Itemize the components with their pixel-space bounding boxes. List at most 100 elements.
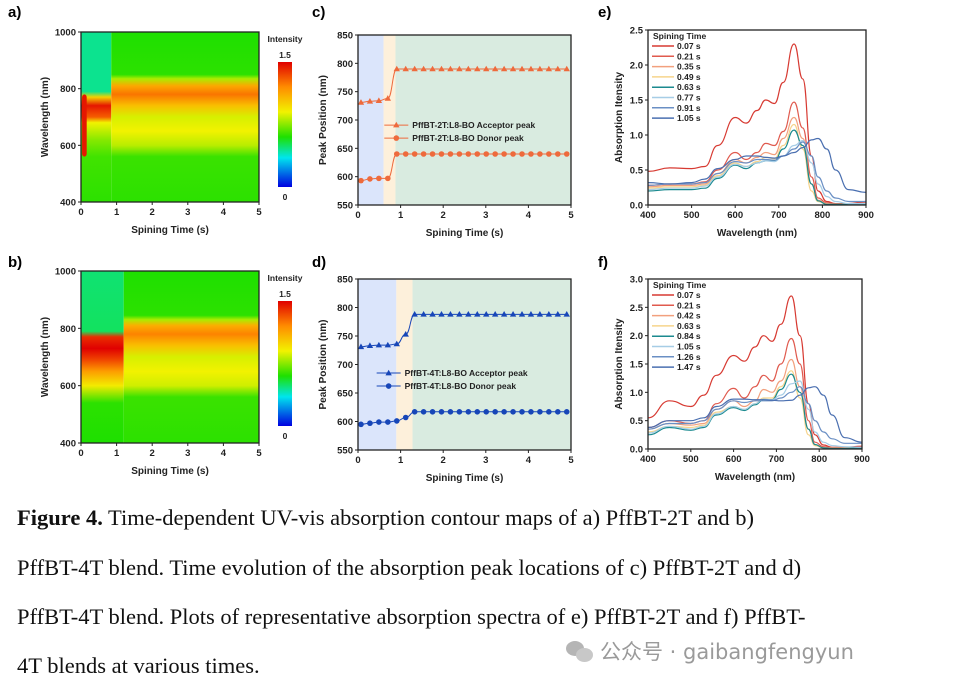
data-point: [537, 151, 543, 157]
data-point: [384, 95, 392, 101]
heatmap-region-late: [123, 271, 259, 443]
panel-label: b): [8, 254, 22, 271]
x-tick-label: 800: [811, 454, 827, 465]
data-point: [528, 151, 534, 157]
data-point: [393, 340, 400, 347]
x-tick-label: 1: [114, 207, 120, 218]
y-tick-label: 1000: [55, 28, 76, 39]
data-point: [358, 177, 364, 184]
legend-marker: [385, 369, 392, 376]
data-point: [492, 151, 498, 157]
colorbar-scale: [278, 62, 292, 187]
series-line: [647, 116, 867, 205]
y-tick-label: 650: [337, 144, 353, 155]
data-point: [376, 419, 382, 425]
panel-f: f)0.07 s0.21 s0.42 s0.63 s0.84 s1.05 s1.…: [598, 254, 870, 483]
panel-label: d): [312, 254, 326, 271]
x-tick-label: 0: [78, 448, 83, 459]
data-point: [429, 311, 436, 317]
data-point: [367, 176, 373, 182]
y-tick-label: 1.5: [630, 360, 644, 371]
data-point: [509, 311, 517, 317]
legend-label: 0.91 s: [677, 103, 701, 113]
data-point: [420, 311, 427, 317]
stage-region: [412, 279, 571, 450]
data-point: [420, 409, 427, 415]
colorbar-min-label: 0: [283, 192, 288, 202]
data-point: [456, 65, 463, 72]
plot-frame: [647, 29, 867, 206]
y-tick-label: 0.0: [630, 201, 643, 212]
data-point: [429, 151, 436, 157]
data-point: [474, 311, 481, 317]
y-axis-label: Wavelength (nm): [40, 77, 51, 157]
y-tick-label: 600: [337, 172, 353, 183]
x-tick-label: 500: [684, 210, 700, 221]
series-line: [647, 137, 867, 193]
panel-c: c)PffBT-2T:L8-BO Acceptor peakPffBT-2T:L…: [312, 4, 574, 239]
y-tick-label: 0.5: [630, 416, 644, 427]
data-point: [536, 311, 544, 317]
legend-label: 1.26 s: [677, 352, 701, 362]
data-point: [519, 409, 525, 415]
series-line: [647, 43, 867, 205]
legend: 0.07 s0.21 s0.42 s0.63 s0.84 s1.05 s1.26…: [652, 280, 706, 372]
data-point: [420, 151, 427, 157]
colorbar-title: Intensity: [268, 273, 303, 283]
panel-b: b) Intensity 1.5 0 0 1 2 3 4 5 400 600 800 1000 Spinin…: [8, 254, 303, 477]
plot-frame: [80, 31, 260, 203]
legend-label: 0.21 s: [677, 300, 701, 310]
legend-title: Spining Time: [653, 31, 706, 41]
legend-label: 0.42 s: [677, 311, 701, 321]
data-point: [465, 311, 472, 317]
data-point: [501, 409, 507, 415]
data-point: [519, 151, 525, 157]
data-point: [554, 409, 561, 415]
legend-marker: [393, 121, 400, 128]
data-point: [474, 409, 481, 415]
data-point: [500, 65, 508, 72]
data-point: [554, 65, 561, 72]
y-tick-label: 400: [60, 198, 76, 209]
x-tick-label: 1: [398, 455, 404, 466]
series-line: [647, 139, 866, 205]
x-tick-label: 700: [768, 454, 784, 465]
data-point: [357, 343, 365, 350]
data-point: [483, 65, 490, 72]
legend: 0.07 s0.21 s0.35 s0.49 s0.63 s0.77 s0.91…: [652, 31, 706, 123]
data-point: [420, 65, 427, 72]
data-point: [411, 65, 418, 72]
heatmap-streak: [82, 94, 87, 157]
series-line: [647, 141, 866, 203]
colorbar-max-label: 1.5: [279, 50, 291, 60]
panel-a: a) Intensity 1.5 0 0 1 2 3 4 5 400 600 800 1000 Spinin…: [8, 4, 303, 236]
data-point: [438, 311, 445, 317]
data-point: [447, 409, 454, 415]
legend-label: PffBT-2T:L8-BO Acceptor peak: [412, 120, 535, 130]
x-tick-label: 500: [683, 454, 699, 465]
x-tick-label: 3: [483, 210, 488, 221]
data-point: [357, 99, 365, 105]
y-tick-label: 750: [337, 87, 353, 98]
x-axis-label: Spining Time (s): [426, 473, 504, 484]
series-line: [647, 295, 863, 448]
data-point: [384, 341, 392, 348]
x-tick-label: 0: [78, 207, 83, 218]
data-point: [456, 311, 463, 317]
y-tick-label: 2.5: [630, 26, 644, 37]
data-point: [518, 65, 526, 72]
legend-label: 0.77 s: [677, 93, 701, 103]
x-tick-label: 400: [640, 210, 656, 221]
data-point: [537, 409, 543, 415]
legend-marker: [393, 135, 400, 141]
legend-label: 1.47 s: [677, 362, 701, 372]
x-axis-label: Wavelength (nm): [715, 472, 795, 483]
data-point: [429, 409, 436, 415]
y-tick-label: 550: [337, 446, 353, 457]
data-point: [510, 409, 516, 415]
caption-text: Time-dependent UV-vis absorption contour…: [102, 505, 755, 530]
caption-label: Figure 4.: [17, 505, 103, 530]
legend-title: Spining Time: [653, 280, 706, 290]
x-tick-label: 4: [526, 210, 532, 221]
y-tick-label: 550: [337, 201, 353, 212]
